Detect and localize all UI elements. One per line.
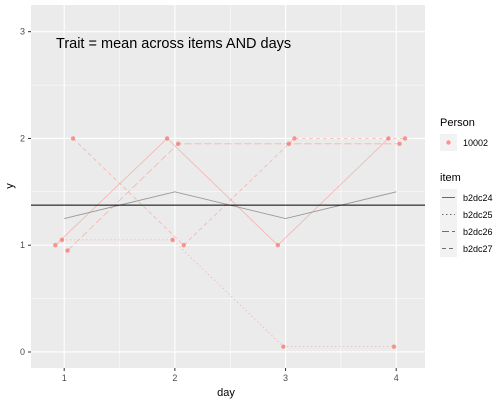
chart-annotation: Trait = mean across items AND days — [56, 36, 291, 52]
data-point-b2dc26 — [286, 141, 292, 146]
data-point-b2dc25 — [281, 344, 286, 349]
item-legend-label: b2dc24 — [463, 193, 493, 203]
data-point-b2dc24 — [164, 136, 170, 141]
axis-ticks: 1 2 3 4 0 1 2 3 — [20, 27, 399, 383]
data-point-b2dc27 — [70, 136, 76, 141]
data-point-b2dc27 — [181, 243, 186, 248]
data-point-b2dc26 — [175, 141, 181, 146]
item-series — [55, 137, 406, 348]
x-tick-label: 3 — [283, 373, 288, 383]
item-legend-key — [440, 240, 457, 257]
series-line-b2dc24 — [55, 137, 389, 246]
data-point-b2dc26 — [65, 248, 70, 253]
data-point-b2dc25 — [170, 237, 175, 243]
data-point-b2dc25 — [59, 237, 65, 243]
data-point-b2dc25 — [391, 344, 397, 349]
person-legend-title: Person — [440, 117, 475, 129]
data-points — [53, 136, 408, 349]
y-tick-label: 2 — [20, 133, 25, 143]
item-legend-key — [440, 206, 457, 223]
item-legend-label: b2dc27 — [463, 244, 493, 254]
series-line-b2dc26 — [67, 143, 400, 251]
data-point-b2dc24 — [275, 243, 281, 248]
plot-panel — [31, 5, 425, 368]
data-point-b2dc27 — [402, 136, 408, 141]
y-tick-label: 1 — [20, 240, 25, 250]
y-tick-label: 3 — [20, 27, 25, 37]
data-point-b2dc24 — [53, 243, 58, 248]
y-tick-label: 0 — [20, 347, 25, 357]
item-legend-label: b2dc26 — [463, 227, 493, 237]
person-legend-symbol — [446, 140, 451, 145]
item-legend-title: item — [440, 172, 461, 184]
x-tick-label: 4 — [394, 373, 399, 383]
item-legend-label: b2dc25 — [463, 210, 493, 220]
data-point-b2dc26 — [397, 141, 402, 146]
x-tick-label: 1 — [62, 373, 67, 383]
x-axis-label: day — [217, 387, 235, 399]
person-legend-label: 10002 — [463, 138, 488, 148]
data-point-b2dc24 — [386, 136, 391, 141]
y-axis-label: y — [4, 183, 16, 189]
grid-lines — [31, 5, 425, 368]
x-tick-label: 2 — [172, 373, 177, 383]
data-point-b2dc27 — [292, 136, 297, 141]
